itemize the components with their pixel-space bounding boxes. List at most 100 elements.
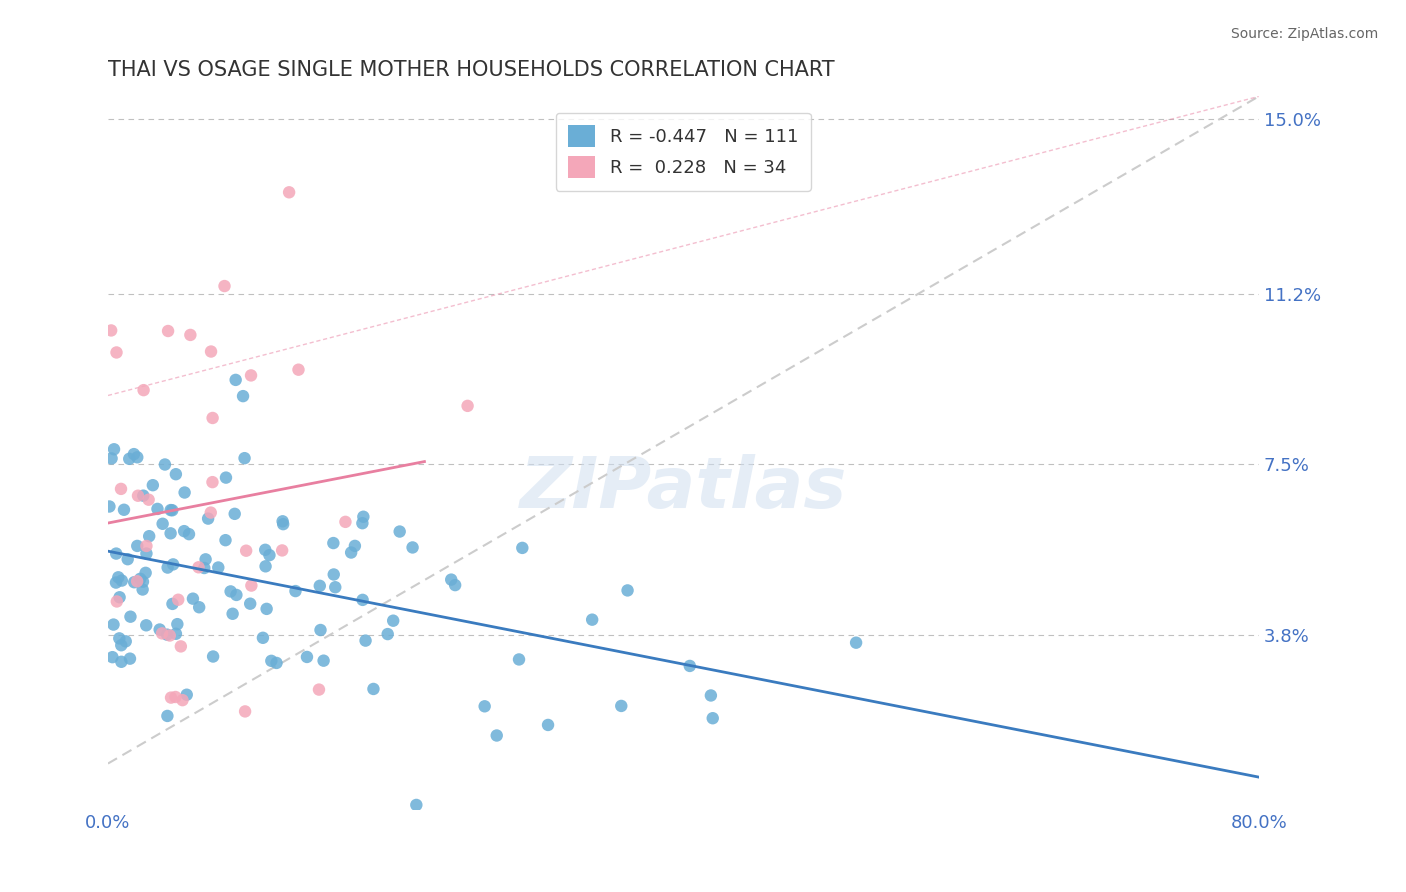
Point — [167, 592, 190, 607]
Point — [295, 649, 318, 664]
Point — [100, 451, 122, 466]
Point — [138, 492, 160, 507]
Point — [508, 652, 530, 666]
Point — [118, 451, 141, 466]
Point — [700, 689, 723, 703]
Point — [235, 543, 257, 558]
Text: THAI VS OSAGE SINGLE MOTHER HOUSEHOLDS CORRELATION CHART: THAI VS OSAGE SINGLE MOTHER HOUSEHOLDS C… — [108, 60, 835, 79]
Point — [200, 344, 222, 359]
Point — [108, 632, 131, 646]
Point — [110, 482, 132, 496]
Point — [162, 503, 184, 517]
Point — [153, 458, 176, 472]
Point — [405, 797, 427, 812]
Point — [177, 527, 200, 541]
Point — [323, 580, 346, 594]
Point — [165, 467, 187, 482]
Point — [105, 345, 128, 359]
Point — [232, 389, 254, 403]
Point — [200, 506, 222, 520]
Point — [240, 368, 263, 383]
Point — [159, 628, 181, 642]
Point — [107, 570, 129, 584]
Point — [679, 659, 702, 673]
Point — [149, 623, 172, 637]
Point — [401, 541, 423, 555]
Point — [308, 579, 330, 593]
Point — [239, 597, 262, 611]
Point — [225, 373, 247, 387]
Point — [127, 450, 149, 465]
Point — [363, 681, 385, 696]
Point — [108, 591, 131, 605]
Point — [179, 327, 201, 342]
Point — [537, 718, 560, 732]
Point — [271, 543, 294, 558]
Point — [254, 559, 277, 574]
Point — [142, 478, 165, 492]
Point — [308, 682, 330, 697]
Point — [132, 383, 155, 397]
Point — [135, 566, 157, 580]
Point — [105, 594, 128, 608]
Point — [382, 614, 405, 628]
Point — [105, 547, 128, 561]
Point — [146, 502, 169, 516]
Point — [215, 470, 238, 484]
Point — [194, 552, 217, 566]
Point — [702, 711, 724, 725]
Point — [103, 617, 125, 632]
Point — [118, 651, 141, 665]
Point — [322, 536, 344, 550]
Point — [181, 591, 204, 606]
Point — [287, 362, 309, 376]
Point — [160, 690, 183, 705]
Point — [159, 503, 181, 517]
Point — [271, 517, 294, 532]
Point — [135, 539, 157, 553]
Point — [165, 690, 187, 704]
Point — [207, 560, 229, 574]
Point — [474, 699, 496, 714]
Point — [162, 597, 184, 611]
Point — [156, 560, 179, 574]
Point — [127, 574, 149, 589]
Point — [165, 626, 187, 640]
Point — [335, 515, 357, 529]
Point — [440, 573, 463, 587]
Point — [176, 688, 198, 702]
Point — [309, 623, 332, 637]
Point — [214, 533, 236, 548]
Point — [156, 627, 179, 641]
Point — [354, 633, 377, 648]
Point — [98, 500, 121, 514]
Point — [170, 640, 193, 654]
Point — [457, 399, 479, 413]
Point — [352, 509, 374, 524]
Point — [581, 613, 603, 627]
Point — [343, 539, 366, 553]
Point — [202, 649, 225, 664]
Point — [122, 575, 145, 590]
Point — [616, 583, 638, 598]
Point — [444, 578, 467, 592]
Point — [259, 548, 281, 562]
Point — [122, 447, 145, 461]
Point — [100, 323, 122, 337]
Point — [173, 524, 195, 538]
Point — [233, 451, 256, 466]
Point — [101, 650, 124, 665]
Point — [135, 547, 157, 561]
Point — [131, 582, 153, 597]
Point — [157, 324, 180, 338]
Point — [201, 411, 224, 425]
Point — [485, 729, 508, 743]
Point — [172, 693, 194, 707]
Point — [129, 572, 152, 586]
Point — [352, 593, 374, 607]
Point — [127, 539, 149, 553]
Point — [510, 541, 533, 555]
Point — [110, 655, 132, 669]
Point — [111, 574, 134, 588]
Point — [252, 631, 274, 645]
